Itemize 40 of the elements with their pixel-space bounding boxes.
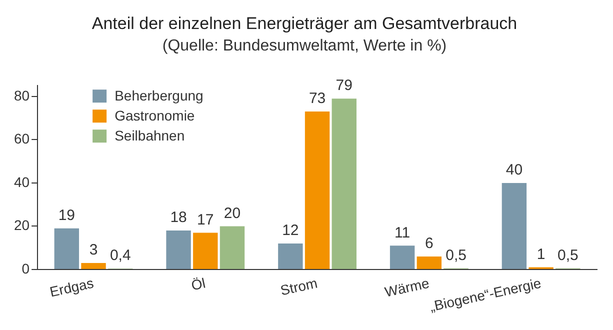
- bar: [304, 112, 330, 269]
- data-label: 20: [224, 204, 241, 222]
- data-label: 3: [89, 242, 98, 259]
- data-label: 0,4: [110, 247, 131, 264]
- bar: [54, 228, 80, 269]
- bar: [390, 246, 415, 269]
- y-tick-label: 80: [14, 87, 30, 104]
- data-label: 17: [197, 211, 214, 228]
- data-label: 11: [394, 224, 410, 242]
- y-tick-label: 20: [14, 217, 30, 234]
- legend-label: Beherbergung: [114, 87, 204, 104]
- chart-title: Anteil der einzelnen Energieträger am Gesamtverbrauch: [92, 14, 518, 33]
- bar: [416, 256, 442, 269]
- data-label: 18: [170, 209, 187, 226]
- bar: [278, 244, 303, 269]
- data-label: 12: [282, 222, 299, 240]
- bar: [193, 232, 218, 269]
- data-label: 6: [425, 235, 434, 252]
- x-tick-label: Strom: [278, 274, 319, 298]
- data-label: 0,5: [557, 247, 578, 264]
- data-label: 79: [336, 77, 352, 94]
- data-label: 40: [506, 162, 523, 179]
- bar: [332, 98, 356, 269]
- bar: [166, 230, 191, 269]
- bar: [502, 182, 527, 269]
- bar: [81, 262, 106, 269]
- data-label: 19: [58, 207, 76, 224]
- chart-subtitle: (Quelle: Bundesumweltamt, Werte in %): [162, 37, 447, 54]
- data-label: 73: [308, 90, 326, 108]
- y-tick-label: 0: [22, 260, 30, 276]
- y-tick-label: 40: [14, 174, 30, 190]
- legend-label: Seilbahnen: [114, 127, 185, 144]
- y-tick-label: 60: [14, 130, 30, 147]
- x-tick-label: Wärme: [383, 274, 431, 300]
- legend-label: Gastronomie: [114, 107, 195, 124]
- x-tick-label: Öl: [190, 274, 207, 294]
- data-label: 1: [536, 246, 546, 263]
- bar: [220, 226, 245, 269]
- x-tick-label: Erdgas: [48, 274, 95, 300]
- data-label: 0,5: [446, 247, 466, 264]
